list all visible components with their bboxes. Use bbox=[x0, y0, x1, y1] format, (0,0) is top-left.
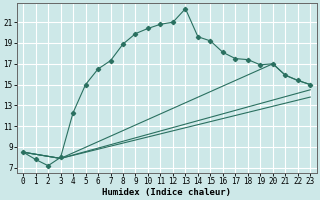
X-axis label: Humidex (Indice chaleur): Humidex (Indice chaleur) bbox=[102, 188, 231, 197]
